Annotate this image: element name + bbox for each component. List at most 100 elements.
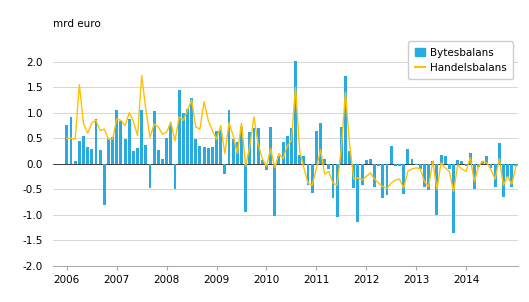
Bar (394, 164, 397, 166)
Bar (377, 164, 380, 166)
Bar (169, 126, 172, 164)
Bar (473, 164, 476, 189)
Bar (510, 164, 513, 187)
Bar (460, 161, 463, 164)
Bar (327, 164, 330, 169)
Bar (140, 110, 143, 164)
Bar (352, 164, 355, 188)
Bar (66, 126, 68, 164)
Bar (90, 149, 93, 164)
Bar (448, 164, 451, 169)
Bar (344, 76, 347, 164)
Bar (128, 119, 131, 164)
Bar (278, 156, 280, 164)
Bar (348, 151, 351, 164)
Bar (194, 139, 197, 164)
Bar (423, 164, 426, 187)
Bar (215, 131, 218, 164)
Bar (336, 164, 339, 217)
Bar (431, 161, 434, 164)
Bar (136, 149, 139, 164)
Bar (223, 164, 226, 174)
Text: mrd euro: mrd euro (53, 19, 101, 29)
Bar (120, 121, 122, 164)
Bar (381, 164, 385, 198)
Bar (252, 128, 256, 164)
Bar (198, 146, 202, 164)
Bar (415, 164, 417, 165)
Bar (303, 156, 305, 164)
Bar (269, 127, 272, 164)
Bar (207, 149, 209, 164)
Bar (390, 146, 393, 164)
Bar (319, 123, 322, 164)
Bar (518, 161, 522, 164)
Bar (311, 164, 314, 193)
Bar (190, 98, 193, 164)
Bar (494, 164, 497, 187)
Bar (323, 159, 326, 164)
Bar (515, 164, 517, 166)
Bar (398, 164, 401, 166)
Bar (78, 141, 81, 164)
Bar (452, 164, 455, 233)
Bar (273, 164, 276, 216)
Bar (107, 139, 110, 164)
Bar (373, 164, 376, 187)
Bar (456, 160, 459, 164)
Bar (477, 164, 480, 167)
Bar (232, 139, 235, 164)
Bar (527, 144, 529, 164)
Bar (506, 164, 509, 176)
Bar (240, 127, 243, 164)
Bar (99, 150, 102, 164)
Bar (281, 142, 285, 164)
Bar (502, 164, 505, 197)
Bar (307, 164, 309, 185)
Bar (386, 164, 388, 195)
Bar (486, 156, 488, 164)
Bar (70, 117, 72, 164)
Bar (74, 161, 77, 164)
Bar (357, 164, 359, 222)
Bar (294, 61, 297, 164)
Bar (298, 155, 301, 164)
Bar (227, 110, 231, 164)
Bar (332, 164, 334, 198)
Bar (153, 111, 156, 164)
Bar (469, 153, 472, 164)
Bar (111, 137, 114, 164)
Bar (182, 113, 185, 164)
Bar (481, 161, 484, 164)
Bar (144, 145, 147, 164)
Bar (236, 142, 239, 164)
Bar (489, 164, 492, 168)
Bar (444, 156, 446, 164)
Bar (178, 90, 180, 164)
Bar (290, 127, 293, 164)
Bar (261, 160, 264, 164)
Legend: Bytesbalans, Handelsbalans: Bytesbalans, Handelsbalans (408, 41, 513, 79)
Bar (219, 130, 222, 164)
Bar (203, 147, 206, 164)
Bar (464, 164, 468, 166)
Bar (211, 147, 214, 164)
Bar (244, 164, 247, 212)
Bar (257, 128, 260, 164)
Bar (82, 136, 85, 164)
Bar (174, 164, 177, 189)
Bar (124, 139, 126, 164)
Bar (523, 164, 526, 182)
Bar (95, 119, 97, 164)
Bar (103, 164, 106, 204)
Bar (286, 136, 289, 164)
Bar (165, 138, 168, 164)
Bar (115, 110, 118, 164)
Bar (498, 143, 501, 164)
Bar (340, 127, 343, 164)
Bar (411, 159, 414, 164)
Bar (157, 150, 160, 164)
Bar (132, 151, 135, 164)
Bar (315, 130, 318, 164)
Bar (149, 164, 151, 188)
